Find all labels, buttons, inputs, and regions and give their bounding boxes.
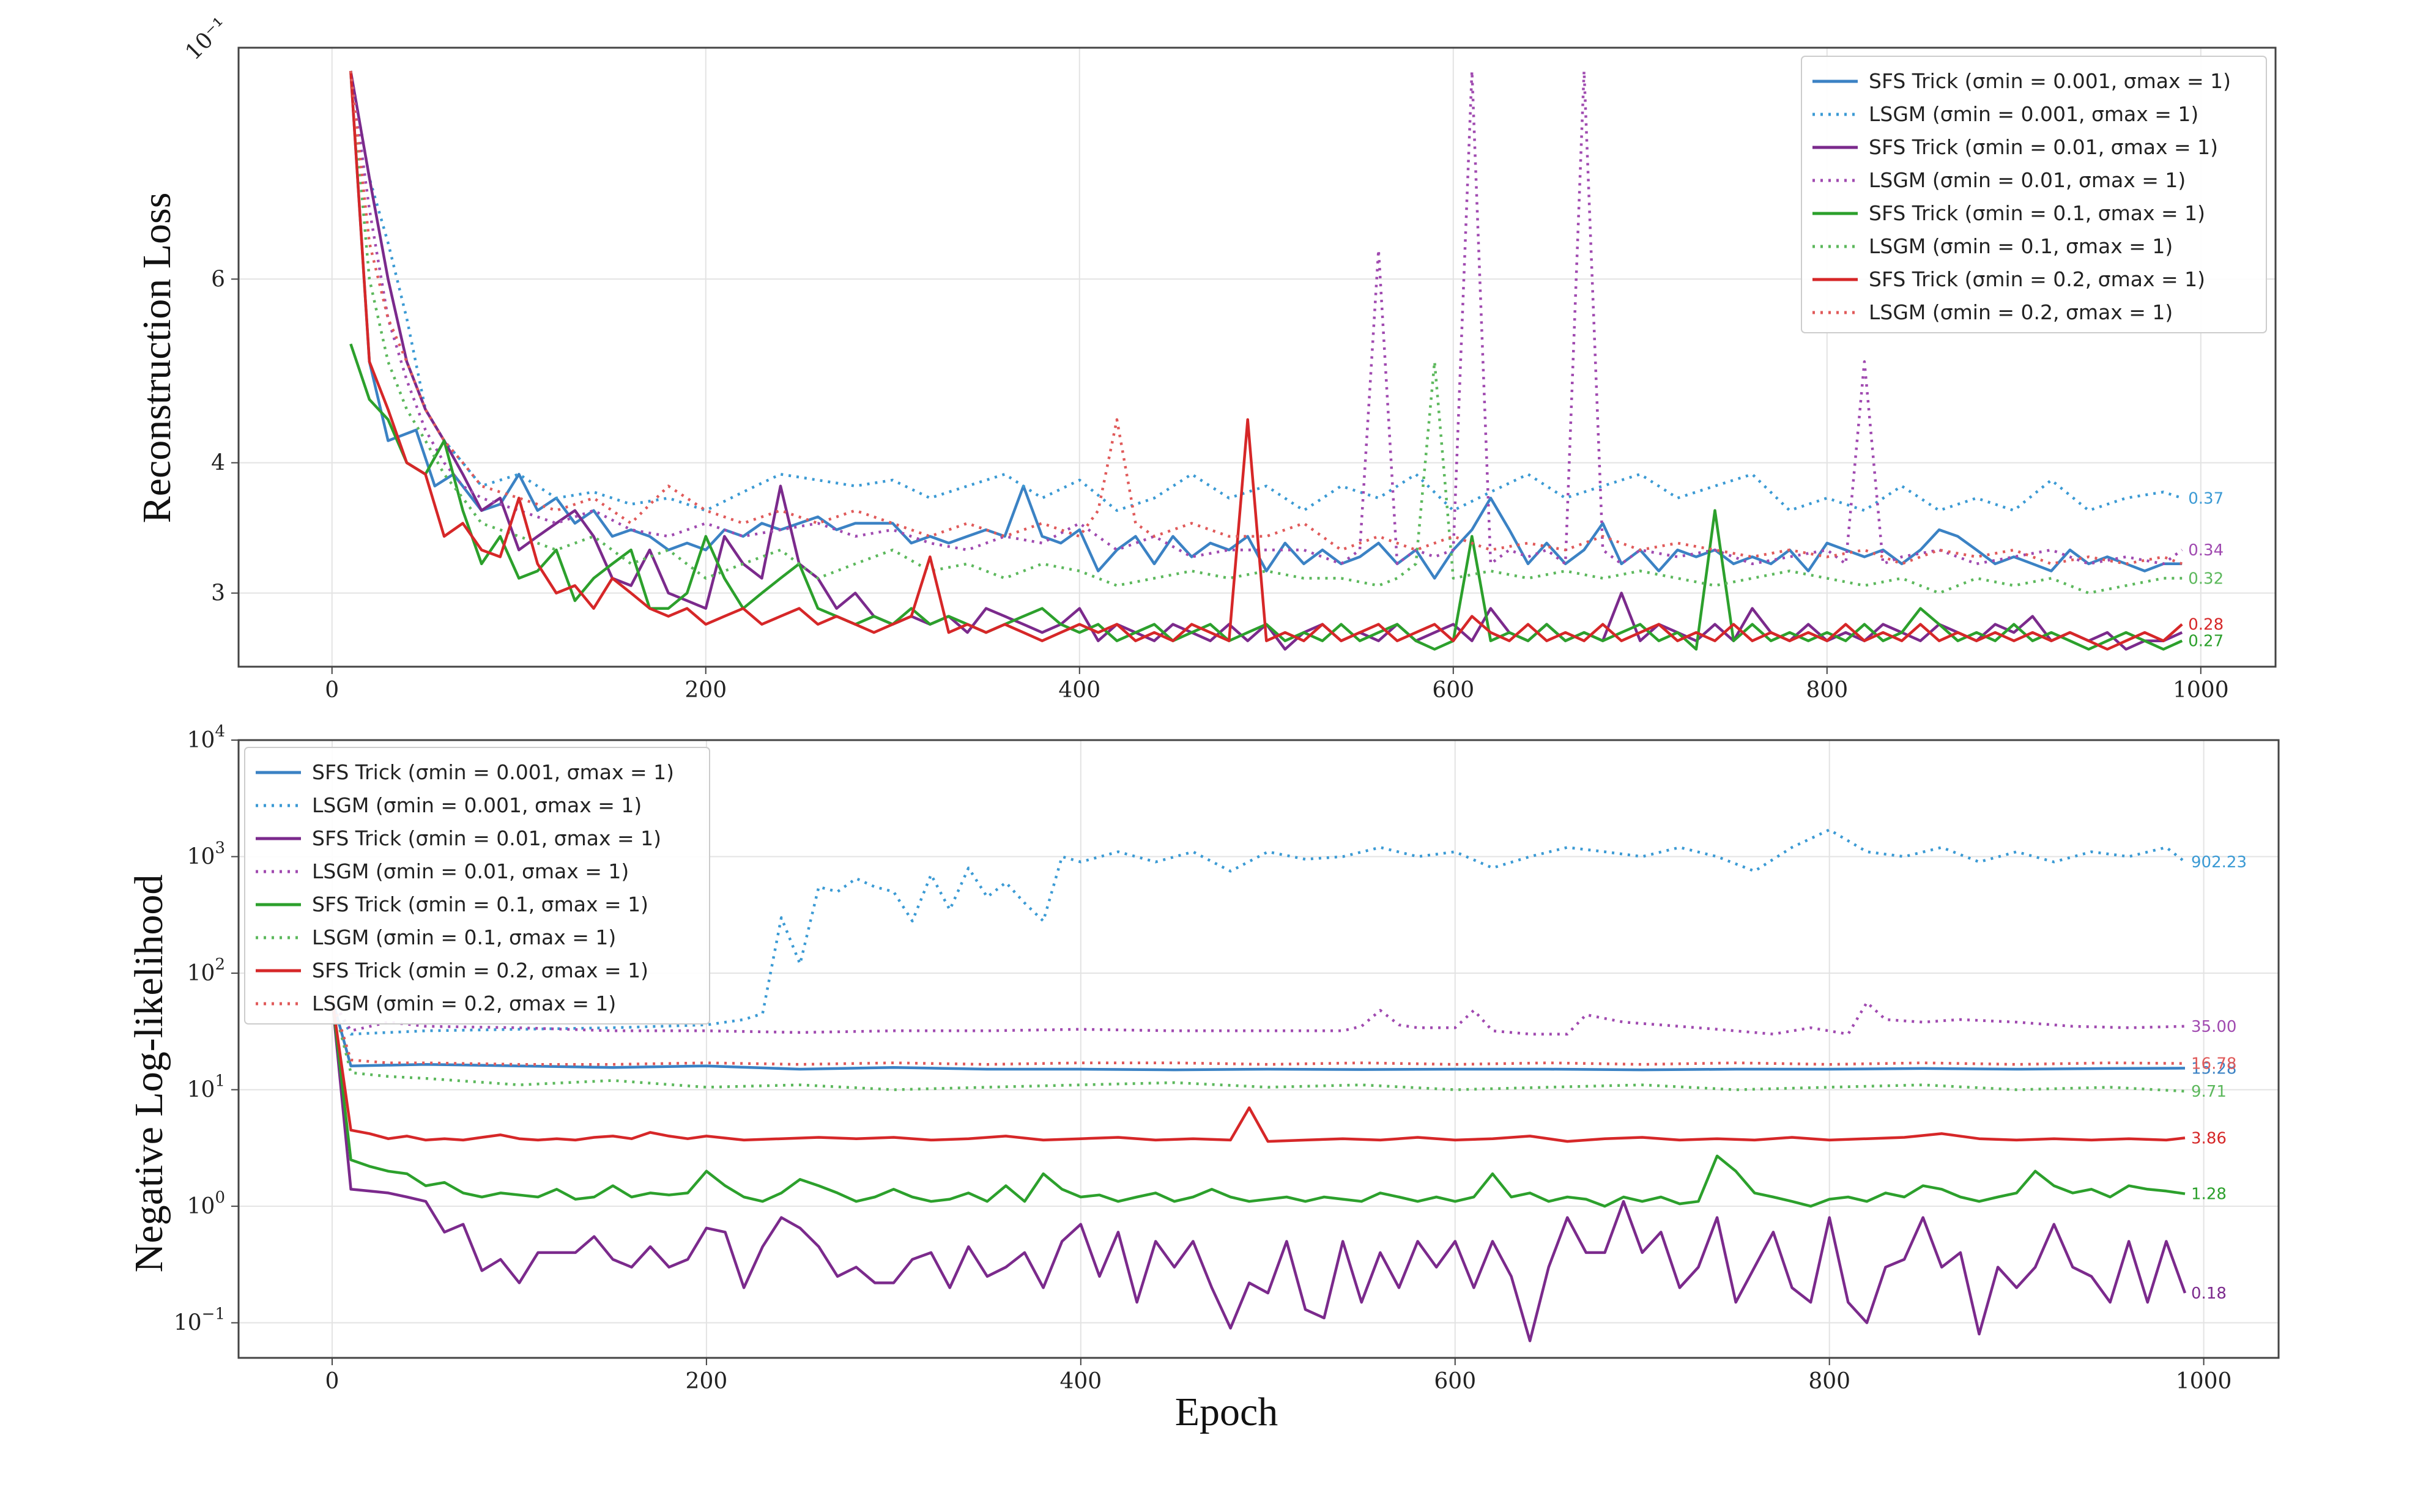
y-tick-label: 4: [211, 451, 225, 476]
y-axis-label: Negative Log-likelihood: [127, 875, 171, 1273]
legend-box: [1801, 56, 2267, 333]
series-line-4: [330, 999, 2186, 1208]
legend-label: SFS Trick (σmin = 0.001, σmax = 1): [1869, 69, 2231, 93]
y-tick-label: 104: [187, 722, 225, 753]
x-axis-label: Epoch: [1175, 1390, 1278, 1434]
legend-label: LSGM (σmin = 0.001, σmax = 1): [1869, 102, 2198, 126]
series-line-6: [330, 998, 2186, 1143]
y-tick-label: 103: [187, 839, 225, 870]
series-line-3: [331, 998, 2186, 1036]
series-line-3: [349, 69, 2183, 566]
series-line-5: [349, 70, 2183, 595]
x-tick-label: 0: [325, 678, 339, 703]
y-ticks: 3 4 6: [211, 267, 239, 606]
end-value-label: 16.78: [2191, 1055, 2236, 1073]
plot-frame: [237, 739, 2280, 1359]
x-tick-label: 600: [1434, 1369, 1476, 1394]
legend-box: [244, 747, 710, 1025]
end-value-label: 902.23: [2191, 853, 2247, 872]
x-tick-label: 200: [686, 1369, 728, 1394]
x-tick-label: 400: [1058, 678, 1100, 703]
end-value-label: 0.18: [2191, 1284, 2227, 1303]
y-axis-label: Reconstruction Loss: [135, 193, 179, 524]
end-value-label: 0.27: [2188, 632, 2224, 651]
end-value-label: 9.71: [2191, 1083, 2227, 1101]
series-line-4: [349, 343, 2183, 651]
series-line-7: [330, 998, 2186, 1066]
end-value-label: 35.00: [2191, 1018, 2236, 1036]
x-tick-label: 0: [325, 1369, 339, 1394]
legend-label: LSGM (σmin = 0.2, σmax = 1): [312, 991, 616, 1015]
x-tick-label: 800: [1808, 1369, 1850, 1394]
end-labels: 0.37 0.34 0.27 0.32 0.28: [2188, 489, 2224, 650]
y-tick-label: 100: [187, 1188, 225, 1219]
legend-label: LSGM (σmin = 0.2, σmax = 1): [1869, 300, 2173, 324]
series-line-2: [330, 999, 2187, 1343]
x-tick-label: 1000: [2173, 678, 2229, 703]
end-value-label: 1.28: [2191, 1185, 2227, 1204]
legend-label: SFS Trick (σmin = 0.2, σmax = 1): [1869, 267, 2205, 291]
y-tick-label: 6: [211, 267, 225, 292]
legend-label: LSGM (σmin = 0.01, σmax = 1): [312, 859, 629, 883]
x-ticks: 0 200 400 600 800 1000: [325, 1358, 2232, 1394]
negative-log-likelihood-panel: 15.28 902.23 0.18 35.00 1.28 9.71 3.86 16.78 0 2…: [127, 722, 2280, 1434]
x-ticks: 0 200 400 600 800 1000: [325, 667, 2229, 703]
series-layer: [349, 69, 2183, 651]
end-value-label: 0.37: [2188, 489, 2224, 508]
plot-frame: [237, 46, 2277, 668]
series-line-0: [349, 70, 2183, 580]
legend-label: SFS Trick (σmin = 0.2, σmax = 1): [312, 958, 648, 982]
y-tick-label: 3: [211, 581, 225, 606]
legend: SFS Trick (σmin = 0.001, σmax = 1) LSGM (…: [1801, 56, 2267, 333]
series-line-5: [330, 998, 2186, 1093]
end-value-label: 3.86: [2191, 1129, 2227, 1147]
series-line-1: [349, 70, 2183, 512]
x-tick-label: 800: [1806, 678, 1848, 703]
series-line-0: [330, 998, 2186, 1072]
reconstruction-loss-panel: 0.37 0.34 0.27 0.32 0.28 0 200 400 600 800 1000 3…: [135, 13, 2277, 703]
x-tick-label: 200: [684, 678, 727, 703]
legend-label: SFS Trick (σmin = 0.1, σmax = 1): [312, 892, 648, 916]
y-ticks: 10−1 100 101 102 103 104: [174, 722, 239, 1336]
end-value-label: 0.32: [2188, 569, 2224, 588]
series-line-7: [349, 70, 2183, 566]
x-tick-label: 600: [1432, 678, 1474, 703]
legend-label: LSGM (σmin = 0.1, σmax = 1): [1869, 234, 2173, 258]
y-tick-label: 101: [187, 1072, 225, 1103]
series-line-6: [349, 70, 2183, 651]
legend-label: LSGM (σmin = 0.01, σmax = 1): [1869, 168, 2186, 192]
end-value-label: 0.34: [2188, 541, 2224, 560]
legend-label: LSGM (σmin = 0.001, σmax = 1): [312, 793, 642, 817]
x-tick-label: 1000: [2176, 1369, 2232, 1394]
legend-label: LSGM (σmin = 0.1, σmax = 1): [312, 925, 616, 949]
y-tick-label: 102: [187, 955, 225, 986]
legend: SFS Trick (σmin = 0.001, σmax = 1) LSGM (…: [244, 747, 710, 1025]
x-tick-label: 400: [1059, 1369, 1102, 1394]
legend-label: SFS Trick (σmin = 0.01, σmax = 1): [312, 826, 661, 850]
series-layer: [330, 828, 2187, 1343]
legend-label: SFS Trick (σmin = 0.001, σmax = 1): [312, 760, 674, 784]
y-tick-label: 10−1: [174, 1305, 225, 1336]
end-value-label: 0.28: [2188, 616, 2224, 634]
legend-label: SFS Trick (σmin = 0.1, σmax = 1): [1869, 201, 2205, 225]
y-top-tick-label: 10⁻¹: [180, 13, 232, 65]
legend-label: SFS Trick (σmin = 0.01, σmax = 1): [1869, 135, 2218, 159]
end-labels: 15.28 902.23 0.18 35.00 1.28 9.71 3.86 16.78: [2191, 853, 2247, 1303]
end-value-label: 15.28: [2191, 1059, 2236, 1078]
